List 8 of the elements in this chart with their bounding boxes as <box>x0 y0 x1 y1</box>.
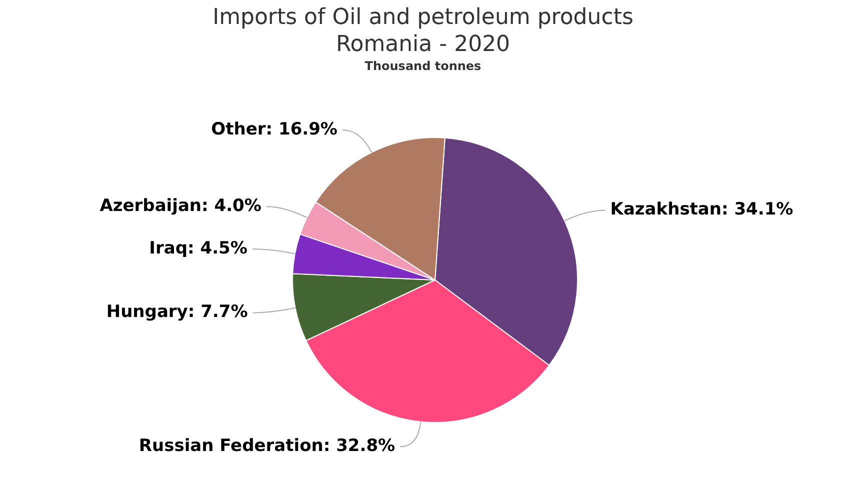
slice-label: Iraq: 4.5% <box>149 238 248 258</box>
slice-label: Other: 16.9% <box>211 119 338 140</box>
chart-subtitle: Thousand tonnes <box>364 59 482 73</box>
slice-label: Hungary: 7.7% <box>106 302 248 322</box>
chart-title: Imports of Oil and petroleum products Romania - 2020 <box>212 4 634 58</box>
slice-label: Kazakhstan: 34.1% <box>610 200 794 220</box>
slice-label: Russian Federation: 32.8% <box>138 436 396 456</box>
slice-label: Azerbaijan: 4.0% <box>100 196 262 216</box>
